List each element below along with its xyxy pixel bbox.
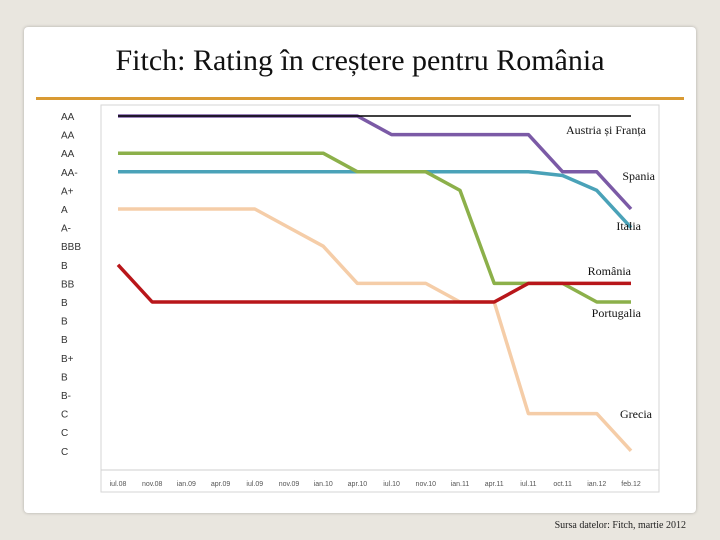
slide-title: Fitch: Rating în creștere pentru România (115, 44, 605, 77)
y-tick-label: BB (61, 279, 75, 290)
x-tick-label: apr.09 (211, 481, 231, 488)
x-tick-label: iul.09 (246, 481, 263, 488)
series-label: Portugalia (592, 306, 642, 320)
y-tick-label: B (61, 372, 68, 383)
series-line-4 (116, 263, 631, 304)
x-tick-label: nov.09 (279, 481, 300, 488)
series-label: Italia (616, 219, 641, 233)
x-axis: iul.08 nov.08 ian.09 apr.09 iul.09 nov.09 ian.… (101, 469, 659, 488)
y-tick-label: B- (61, 391, 71, 402)
y-tick-label: C (61, 410, 68, 421)
y-tick-label: B (61, 261, 68, 272)
y-tick-label: A (61, 205, 68, 216)
plot-area (100, 104, 660, 493)
x-tick-label: ian.09 (177, 481, 196, 488)
series-label: Spania (622, 169, 655, 183)
x-tick-label: apr.10 (348, 481, 368, 488)
y-tick-label: A- (61, 224, 71, 235)
series-labels: Austria și Franța Spania Italia Portugalia R… (566, 123, 656, 421)
x-tick-label: nov.10 (416, 481, 437, 488)
source-note: Sursa datelor: Fitch, martie 2012 (554, 520, 686, 531)
series-lines (116, 114, 633, 452)
x-tick-label: ian.11 (451, 481, 470, 488)
x-tick-label: iul.08 (110, 481, 127, 488)
y-tick-label: A+ (61, 186, 74, 197)
x-tick-label: ian.10 (314, 481, 333, 488)
x-tick-label: nov.08 (142, 481, 163, 488)
x-tick-label: iul.10 (383, 481, 400, 488)
x-tick-label: apr.11 (485, 481, 504, 488)
x-tick-label: feb.12 (621, 481, 641, 488)
x-tick-label: oct.11 (553, 481, 572, 488)
x-tick-label: iul.11 (520, 481, 536, 488)
series-label: Austria și Franța (566, 123, 647, 137)
y-tick-label: B (61, 317, 68, 328)
x-tick-label: ian.12 (587, 481, 606, 488)
y-tick-label: C (61, 428, 68, 439)
y-tick-label: AA (61, 149, 75, 160)
y-tick-label: AA (61, 131, 75, 142)
y-tick-label: AA (61, 112, 75, 123)
y-tick-label: C (61, 447, 68, 458)
y-tick-label: B (61, 335, 68, 346)
title-divider (36, 97, 684, 100)
series-label: România (588, 264, 632, 278)
series-line-5 (118, 207, 633, 452)
series-label: Grecia (620, 407, 653, 421)
y-tick-label: B+ (61, 354, 74, 365)
y-tick-label: B (61, 298, 68, 309)
y-tick-label: BBB (61, 242, 81, 253)
y-tick-label: AA- (61, 168, 78, 179)
